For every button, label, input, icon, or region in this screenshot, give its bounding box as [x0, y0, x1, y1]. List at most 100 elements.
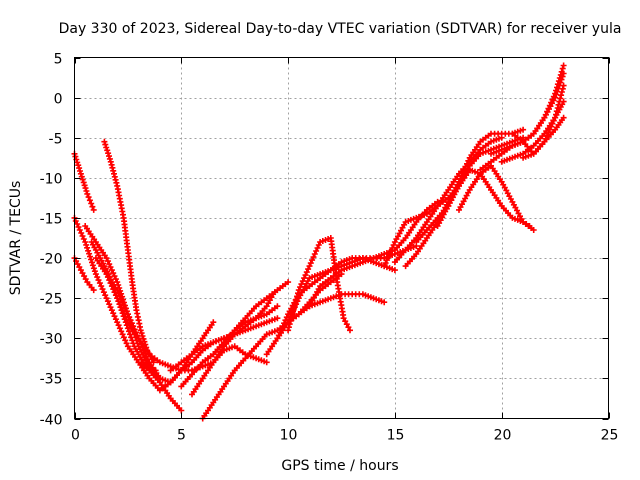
data-point: [89, 262, 96, 269]
data-point: [89, 203, 96, 210]
data-point: [77, 170, 84, 177]
data-point: [347, 327, 353, 334]
series-s14: [189, 291, 277, 398]
data-point: [285, 279, 292, 286]
data-point: [552, 114, 559, 121]
data-point: [129, 337, 136, 344]
data-point: [90, 287, 97, 294]
data-point: [86, 197, 93, 204]
axis-ticks: [74, 57, 610, 420]
data-point: [101, 138, 108, 145]
data-point: [559, 73, 566, 80]
data-point: [523, 221, 530, 227]
data-point: [210, 319, 217, 326]
y-tick-label: 0: [54, 92, 63, 108]
data-point: [138, 330, 145, 337]
data-point: [555, 101, 562, 108]
y-tick-label: -15: [40, 212, 63, 228]
data-point: [381, 299, 388, 306]
y-tick-label: 5: [54, 52, 63, 68]
data-point: [560, 82, 567, 89]
tick-labels: 0 5 10 15 20 25 -40 -35 -30 -25 -20 -15 -10 -5 0 5: [40, 52, 619, 444]
data-point: [274, 315, 281, 322]
data-point: [385, 254, 392, 261]
data-point: [85, 247, 92, 254]
data-point: [126, 328, 132, 335]
data-point: [520, 126, 527, 133]
data-point: [114, 287, 121, 294]
data-point: [82, 185, 89, 192]
data-point: [137, 327, 144, 334]
series-s25: [456, 162, 533, 229]
data-series-group: [71, 62, 567, 422]
data-point: [139, 333, 146, 339]
y-tick-label: -35: [40, 372, 63, 388]
x-tick-label: 10: [280, 428, 298, 444]
data-point: [345, 324, 352, 331]
y-tick-label: -5: [49, 132, 63, 148]
data-point: [520, 219, 527, 225]
x-axis-label: GPS time / hours: [281, 458, 398, 474]
x-tick-label: 0: [71, 428, 80, 444]
x-tick-label: 5: [177, 428, 186, 444]
data-point: [557, 95, 564, 102]
data-point: [106, 155, 113, 162]
data-point: [82, 239, 89, 245]
series-s27: [488, 70, 567, 157]
data-point: [83, 188, 90, 194]
series-s3: [71, 255, 97, 294]
data-point: [270, 291, 277, 298]
y-tick-label: -25: [40, 292, 63, 308]
data-point: [127, 331, 133, 338]
data-point: [84, 190, 91, 197]
data-point: [558, 92, 565, 99]
data-point: [76, 165, 83, 172]
x-tick-label: 20: [494, 428, 512, 444]
data-point: [560, 70, 567, 77]
data-point: [558, 89, 565, 95]
x-tick-label: 25: [601, 428, 619, 444]
data-point: [552, 94, 559, 101]
data-point: [560, 114, 567, 121]
data-point: [128, 334, 135, 341]
data-point: [83, 241, 90, 248]
data-point: [104, 147, 111, 154]
data-point: [105, 150, 112, 157]
data-point: [75, 162, 82, 169]
data-point: [87, 253, 93, 260]
data-point: [80, 179, 87, 186]
data-point: [72, 153, 79, 160]
series-s4: [101, 138, 157, 366]
data-point: [391, 267, 398, 274]
grid: [74, 57, 609, 419]
series-s2: [71, 214, 185, 414]
data-point: [86, 250, 93, 257]
data-point: [84, 244, 91, 251]
data-point: [263, 359, 270, 366]
data-point: [114, 279, 121, 286]
data-point: [102, 141, 109, 148]
data-point: [560, 62, 567, 69]
series-s1: [71, 150, 97, 213]
data-point: [130, 323, 137, 330]
data-point: [88, 200, 95, 207]
y-tick-label: -10: [40, 172, 63, 188]
data-point: [88, 256, 94, 263]
series-s21: [391, 134, 505, 266]
data-point: [90, 265, 97, 272]
series-line: [489, 72, 565, 155]
data-point: [557, 79, 564, 86]
data-point: [85, 194, 92, 201]
plot-frame: [74, 57, 609, 419]
data-point: [99, 286, 106, 293]
data-point: [90, 206, 97, 213]
y-tick-label: -20: [40, 252, 63, 268]
chart-title: Day 330 of 2023, Sidereal Day-to-day VTE…: [59, 21, 622, 37]
data-point: [115, 322, 122, 329]
x-tick-label: 15: [387, 428, 405, 444]
y-axis-label: SDTVAR / TECUs: [8, 181, 24, 296]
data-point: [78, 173, 85, 180]
data-point: [278, 326, 285, 333]
series-s30: [520, 114, 567, 161]
